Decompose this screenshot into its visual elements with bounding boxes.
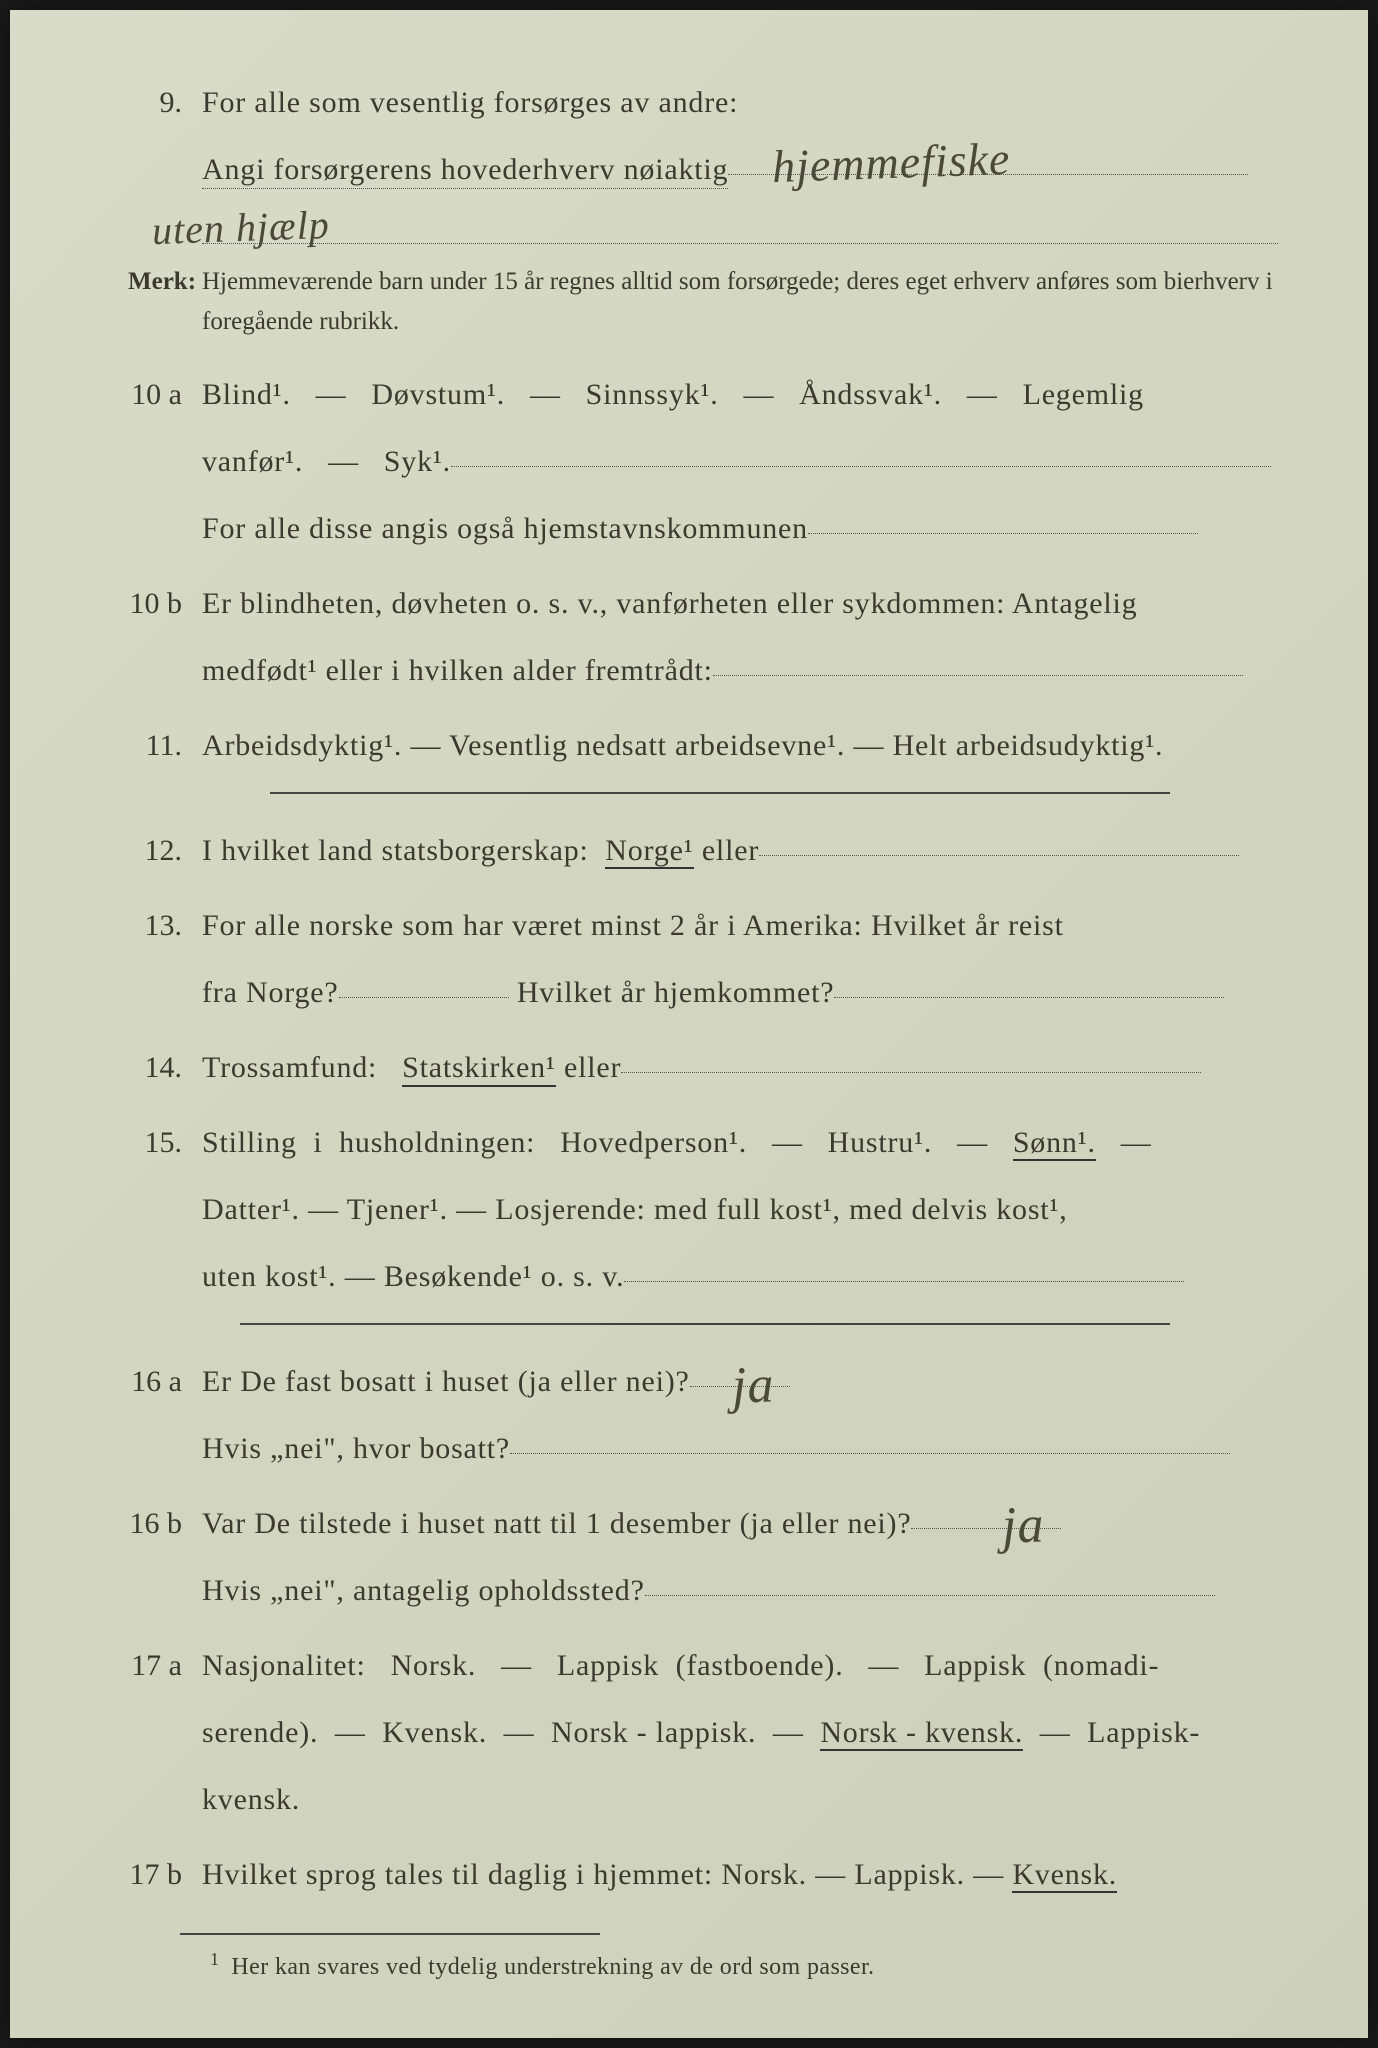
q12-underlined: Norge¹ (605, 834, 693, 869)
q12-post: eller (694, 834, 760, 867)
question-10a: 10 a Blind¹. — Døvstum¹. — Sinnssyk¹. — … (120, 366, 1278, 557)
q13-fill1[interactable] (339, 997, 509, 998)
q11-body: Arbeidsdyktig¹. — Vesentlig nedsatt arbe… (202, 717, 1278, 774)
q10b-number: 10 b (120, 575, 202, 699)
question-15: 15. Stilling i husholdningen: Hovedperso… (120, 1114, 1278, 1305)
q10b-body: Er blindheten, døvheten o. s. v., vanfør… (202, 575, 1278, 699)
q12-fill[interactable] (759, 855, 1239, 856)
footnote-num: 1 (210, 1949, 219, 1969)
q10a-l2: vanfør¹. — Syk¹. (202, 445, 451, 478)
q13-fill2[interactable] (834, 997, 1224, 998)
q15-l2: Datter¹. — Tjener¹. — Losjerende: med fu… (202, 1181, 1278, 1238)
q10b-l2: medfødt¹ eller i hvilken alder fremtrådt… (202, 654, 713, 687)
q16a-hw: ja (730, 1336, 776, 1436)
q17b-pre: Hvilket sprog tales til daglig i hjemmet… (202, 1858, 1012, 1891)
q17a-number: 17 a (120, 1637, 202, 1828)
question-9: 9. For alle som vesentlig forsørges av a… (120, 74, 1278, 244)
q16a-body: Er De fast bosatt i huset (ja eller nei)… (202, 1353, 1278, 1477)
q9-fill2[interactable]: uten hjælp (202, 204, 1278, 244)
q10a-l1: Blind¹. — Døvstum¹. — Sinnssyk¹. — Åndss… (202, 366, 1278, 423)
q10a-number: 10 a (120, 366, 202, 557)
question-17a: 17 a Nasjonalitet: Norsk. — Lappisk (fas… (120, 1637, 1278, 1828)
q17a-l2-post: — Lappisk- (1023, 1716, 1200, 1749)
q16b-hw: ja (1000, 1476, 1046, 1576)
q14-number: 14. (120, 1039, 202, 1096)
q17a-l1: Nasjonalitet: Norsk. — Lappisk (fastboen… (202, 1637, 1278, 1694)
q9-line2-wrap: Angi forsørgerens hovederhverv nøiaktig … (202, 141, 1278, 198)
q13-body: For alle norske som har været minst 2 år… (202, 897, 1278, 1021)
merk-text: Hjemmeværende barn under 15 år regnes al… (202, 262, 1278, 342)
q9-line2: Angi forsørgerens hovederhverv nøiaktig (202, 153, 728, 189)
q15-fill[interactable] (624, 1281, 1184, 1282)
census-form-page: 9. For alle som vesentlig forsørges av a… (10, 10, 1368, 2038)
q17b-body: Hvilket sprog tales til daglig i hjemmet… (202, 1846, 1278, 1903)
q9-line1: For alle som vesentlig forsørges av andr… (202, 74, 1278, 131)
q12-number: 12. (120, 822, 202, 879)
q12-pre: I hvilket land statsborgerskap: (202, 834, 605, 867)
footnote-text: Her kan svares ved tydelig understreknin… (231, 1954, 874, 1980)
q10b-l1: Er blindheten, døvheten o. s. v., vanfør… (202, 575, 1278, 632)
q13-number: 13. (120, 897, 202, 1021)
q14-body: Trossamfund: Statskirken¹ eller (202, 1039, 1278, 1096)
q16a-fill2[interactable] (510, 1453, 1230, 1454)
q9-body: For alle som vesentlig forsørges av andr… (202, 74, 1278, 244)
question-13: 13. For alle norske som har været minst … (120, 897, 1278, 1021)
q10b-fill[interactable] (713, 675, 1243, 676)
q13-l1: For alle norske som har været minst 2 år… (202, 897, 1278, 954)
q16b-l2: Hvis „nei", antagelig opholdssted? (202, 1574, 645, 1607)
q10a-body: Blind¹. — Døvstum¹. — Sinnssyk¹. — Åndss… (202, 366, 1278, 557)
q17b-number: 17 b (120, 1846, 202, 1903)
q10a-fill1[interactable] (451, 466, 1271, 467)
q15-l1-u: Sønn¹. (1013, 1126, 1096, 1161)
merk-label: Merk: (120, 262, 202, 342)
q15-number: 15. (120, 1114, 202, 1305)
q17a-l2-pre: serende). — Kvensk. — Norsk - lappisk. — (202, 1716, 820, 1749)
q16b-fill2[interactable] (645, 1595, 1215, 1596)
question-16b: 16 b Var De tilstede i huset natt til 1 … (120, 1495, 1278, 1619)
q10a-l3: For alle disse angis også hjemstavnskomm… (202, 512, 808, 545)
q16a-number: 16 a (120, 1353, 202, 1477)
q16a-l1: Er De fast bosatt i huset (ja eller nei)… (202, 1365, 690, 1398)
q9-handwriting-2: uten hjælp (151, 187, 331, 269)
q13-l2b: Hvilket år hjemkommet? (509, 976, 835, 1009)
footnote: 1 Her kan svares ved tydelig understrekni… (210, 1949, 1278, 1981)
question-11: 11. Arbeidsdyktig¹. — Vesentlig nedsatt … (120, 717, 1278, 774)
question-10b: 10 b Er blindheten, døvheten o. s. v., v… (120, 575, 1278, 699)
merk-note: Merk: Hjemmeværende barn under 15 år reg… (120, 262, 1278, 342)
question-16a: 16 a Er De fast bosatt i huset (ja eller… (120, 1353, 1278, 1477)
q17a-l2-u: Norsk - kvensk. (820, 1716, 1023, 1751)
q15-body: Stilling i husholdningen: Hovedperson¹. … (202, 1114, 1278, 1305)
q16a-l2: Hvis „nei", hvor bosatt? (202, 1432, 510, 1465)
q16b-body: Var De tilstede i huset natt til 1 desem… (202, 1495, 1278, 1619)
q9-handwriting-1: hjemmefiske (771, 115, 1012, 211)
q17b-u: Kvensk. (1012, 1858, 1117, 1893)
q17a-l3: kvensk. (202, 1771, 1278, 1828)
question-14: 14. Trossamfund: Statskirken¹ eller (120, 1039, 1278, 1096)
q13-l2a: fra Norge? (202, 976, 339, 1009)
question-12: 12. I hvilket land statsborgerskap: Norg… (120, 822, 1278, 879)
divider-1 (270, 792, 1170, 794)
q14-underlined: Statskirken¹ (402, 1051, 556, 1087)
q15-l1-pre: Stilling i husholdningen: Hovedperson¹. … (202, 1126, 1013, 1159)
q16b-l1: Var De tilstede i huset natt til 1 desem… (202, 1507, 911, 1540)
q17a-body: Nasjonalitet: Norsk. — Lappisk (fastboen… (202, 1637, 1278, 1828)
q10a-fill2[interactable] (808, 533, 1198, 534)
q12-body: I hvilket land statsborgerskap: Norge¹ e… (202, 822, 1278, 879)
q14-fill[interactable] (621, 1072, 1201, 1073)
q15-l1-post: — (1096, 1126, 1152, 1159)
footnote-rule (180, 1933, 600, 1935)
q11-number: 11. (120, 717, 202, 774)
question-17b: 17 b Hvilket sprog tales til daglig i hj… (120, 1846, 1278, 1903)
q14-post: eller (556, 1051, 622, 1084)
q16b-number: 16 b (120, 1495, 202, 1619)
q14-pre: Trossamfund: (202, 1051, 402, 1084)
q15-l3: uten kost¹. — Besøkende¹ o. s. v. (202, 1260, 624, 1293)
divider-2 (240, 1323, 1170, 1325)
